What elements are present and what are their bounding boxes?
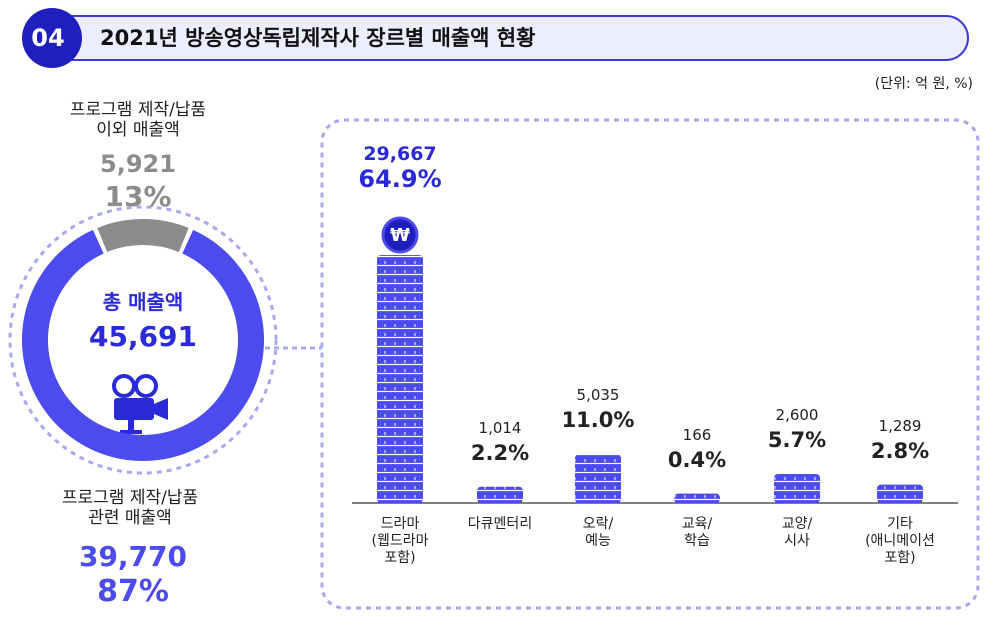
- coin-stack: [674, 493, 720, 503]
- unit-label: (단위: 억 원, %): [874, 76, 973, 92]
- donut-halo: [8, 205, 278, 475]
- coin-stack: [575, 454, 621, 503]
- donut-value: 5,921: [100, 150, 176, 178]
- value-label: 166: [682, 425, 712, 444]
- donut-total: 45,691: [88, 320, 198, 353]
- coin-stack: [774, 473, 820, 503]
- share-label: 2.8%: [870, 438, 930, 463]
- bar-panel: [320, 118, 980, 610]
- share-label: 0.4%: [667, 447, 727, 472]
- value-label: 1,014: [478, 418, 522, 437]
- value-label: 29,667: [363, 143, 437, 165]
- camera-icon: [112, 374, 168, 434]
- category-label: 교육/ 학습: [681, 516, 713, 549]
- coin-stack: [477, 486, 523, 503]
- header-number: 04: [31, 24, 65, 52]
- share-label: 2.2%: [470, 440, 530, 465]
- donut-value: 39,770: [78, 540, 188, 573]
- value-label: 1,289: [878, 416, 922, 435]
- donut-category: 프로그램 제작/납품 이외 매출액: [69, 100, 207, 141]
- share-label: 5.7%: [767, 427, 827, 452]
- donut-share: 87%: [97, 574, 169, 609]
- donut-center-title: 총 매출액: [102, 290, 184, 314]
- donut-slice: [22, 229, 264, 461]
- value-label: 2,600: [775, 405, 819, 424]
- svg-text:₩: ₩: [390, 225, 410, 246]
- share-label: 11.0%: [561, 408, 635, 433]
- coin-stack: [377, 255, 423, 503]
- category-label: 교양/ 시사: [781, 516, 813, 549]
- category-label: 오락/ 예능: [582, 516, 614, 549]
- donut-slice: [97, 219, 189, 253]
- header-badge: [22, 8, 82, 68]
- won-icon: ₩: [381, 216, 419, 254]
- header-title: 2021년 방송영상독립제작사 장르별 매출액 현황: [100, 26, 536, 50]
- coin-stack: [877, 484, 923, 503]
- category-label: 다큐멘터리: [467, 516, 533, 532]
- category-label: 기타 (애니메이션 포함): [865, 516, 935, 566]
- donut-share: 13%: [104, 180, 172, 213]
- value-label: 5,035: [576, 386, 620, 405]
- donut-category: 프로그램 제작/납품 관련 매출액: [61, 488, 199, 529]
- category-label: 드라마 (웹드라마 포함): [371, 516, 429, 566]
- share-label: 64.9%: [358, 165, 442, 193]
